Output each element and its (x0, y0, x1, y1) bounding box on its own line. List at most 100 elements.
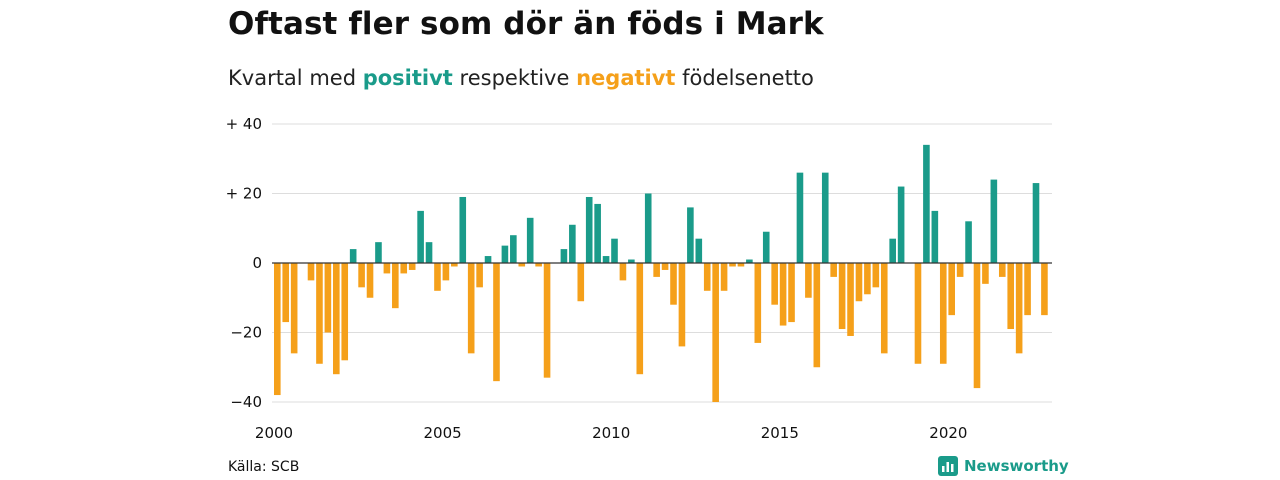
x-tick-label: 2005 (424, 424, 462, 442)
chart-logo-icon (938, 456, 958, 476)
bar (290, 263, 298, 354)
bar (1015, 263, 1023, 354)
bar (510, 235, 517, 263)
bar (830, 263, 837, 277)
brand-logo: Newsworthy (938, 456, 1069, 476)
bar (375, 242, 382, 263)
bar (577, 263, 585, 302)
bar (779, 263, 787, 326)
x-tick-label: 2020 (929, 424, 967, 442)
bar (349, 249, 357, 263)
bar (939, 263, 947, 364)
bar (982, 263, 989, 284)
y-tick-label: + 20 (226, 185, 262, 203)
bar (720, 263, 728, 291)
bar (1041, 263, 1048, 316)
bar (569, 224, 576, 263)
bar (535, 263, 542, 267)
bar (1032, 183, 1040, 263)
bar (703, 263, 711, 291)
x-tick-label: 2015 (761, 424, 799, 442)
bar (316, 263, 323, 364)
bar (282, 263, 290, 323)
bar (585, 196, 593, 263)
bar (973, 263, 981, 389)
bar (889, 238, 896, 263)
bar (341, 263, 349, 361)
x-tick-label: 2000 (255, 424, 293, 442)
bar (501, 245, 509, 264)
bar (796, 172, 804, 263)
bar (788, 263, 795, 323)
bar (948, 263, 955, 316)
bar (805, 263, 812, 298)
bar (965, 221, 972, 263)
bar (392, 263, 399, 309)
bar (644, 193, 652, 263)
bar (417, 210, 424, 264)
bar (1007, 263, 1015, 330)
bar (526, 217, 534, 263)
bar (931, 210, 939, 264)
bar (484, 256, 492, 263)
bar (746, 259, 753, 263)
y-tick-label: 0 (252, 254, 262, 272)
bar (425, 242, 433, 263)
bar (737, 263, 745, 267)
brand-name: Newsworthy (964, 457, 1069, 475)
bar (493, 263, 500, 382)
bar (864, 263, 871, 295)
bar (813, 263, 821, 368)
bar (678, 263, 686, 347)
bar (383, 263, 391, 274)
bar (476, 263, 483, 288)
bar (897, 186, 905, 263)
x-tick-label: 2010 (592, 424, 630, 442)
bar (687, 207, 694, 263)
bar (771, 263, 778, 305)
bar (653, 263, 660, 277)
y-tick-label: −20 (230, 324, 262, 342)
bar (366, 263, 374, 298)
chart-title: Oftast fler som dör än föds i Mark (228, 6, 824, 42)
bar (872, 263, 880, 288)
bar (855, 263, 863, 302)
bar (729, 263, 736, 267)
bar (451, 263, 458, 267)
bar (602, 256, 610, 263)
bar (838, 263, 846, 330)
subtitle-negative-word: negativt (576, 66, 676, 90)
bar (762, 231, 770, 263)
y-tick-label: + 40 (226, 115, 262, 133)
bar (636, 263, 644, 375)
bar (400, 263, 408, 274)
subtitle-positive-word: positivt (362, 66, 453, 90)
bar (274, 263, 281, 396)
bar (821, 172, 829, 263)
bar (560, 249, 568, 263)
bar (518, 263, 526, 267)
bar (611, 238, 618, 263)
bar (754, 263, 762, 343)
bar (619, 263, 627, 281)
bar (324, 263, 332, 333)
bar (998, 263, 1006, 277)
bar (442, 263, 450, 281)
bar (990, 179, 998, 263)
bar (408, 263, 416, 270)
bar (307, 263, 315, 281)
bar (434, 263, 441, 291)
bar (712, 263, 719, 402)
bar (358, 263, 365, 288)
subtitle-suffix: födelsenetto (682, 66, 814, 90)
bar (914, 263, 922, 364)
bar (670, 263, 677, 305)
bar (459, 196, 467, 263)
bar (695, 238, 703, 263)
bar (847, 263, 854, 336)
bar (923, 144, 930, 263)
bar (880, 263, 888, 354)
bar (1024, 263, 1031, 316)
subtitle-prefix: Kvartal med (228, 66, 357, 90)
